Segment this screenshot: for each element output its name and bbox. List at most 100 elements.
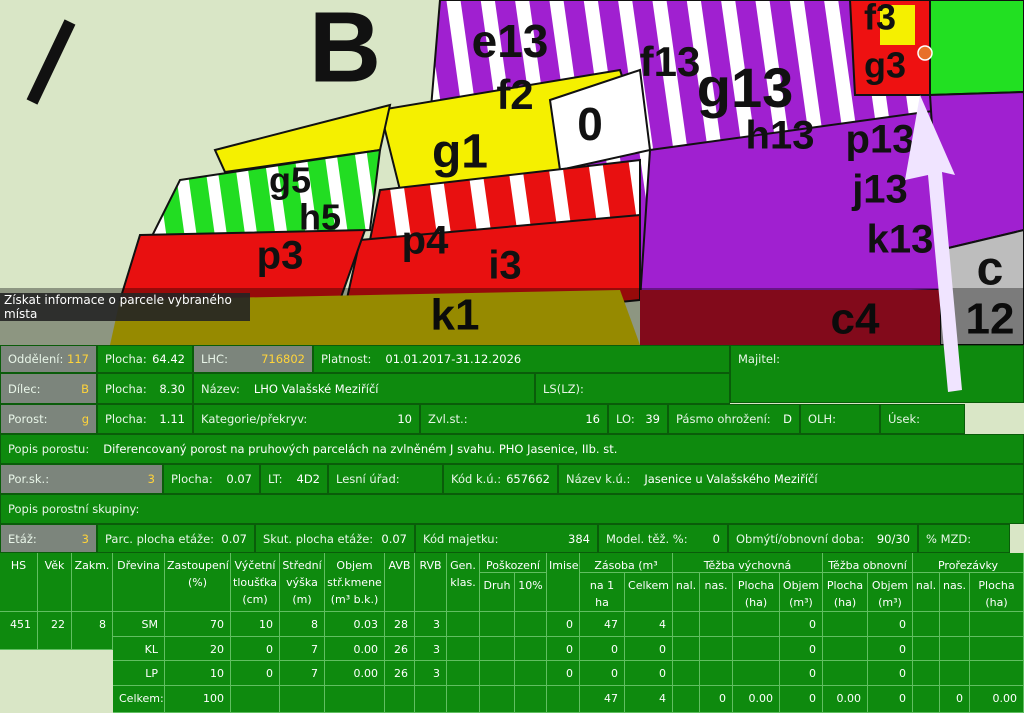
info-cell: Dílec: B <box>0 373 97 404</box>
table-cell: 26 <box>385 637 415 661</box>
info-value: 0.07 <box>381 531 407 546</box>
info-cell: Oddělení: 117 <box>0 345 97 373</box>
info-cell: Porost: g <box>0 404 97 434</box>
table-cell <box>940 661 970 686</box>
table-cell <box>940 637 970 661</box>
info-value: Jasenice u Valašského Meziříčí <box>644 472 818 486</box>
info-cell: Obmýtí/obnovní doba: 90/30 <box>728 524 918 553</box>
info-cell: LO: 39 <box>608 404 668 434</box>
table-group-header: Těžba výchovná <box>673 553 823 573</box>
info-label: Popis porostu: <box>8 442 90 456</box>
map-label: g1 <box>432 126 488 179</box>
map-label: p4 <box>402 219 449 263</box>
info-cell: % MZD: <box>918 524 1010 553</box>
info-label: LS(LZ): <box>543 381 584 396</box>
table-cell: 0 <box>868 686 913 713</box>
info-cell: Popis porostu: Diferencovaný porost na pr… <box>0 434 1024 464</box>
map-label: c4 <box>831 295 880 344</box>
table-cell: 22 <box>38 612 72 650</box>
table-cell <box>940 612 970 637</box>
table-cell <box>385 686 415 713</box>
table-cell: 0 <box>625 661 673 686</box>
table-cell: 10 <box>165 661 231 686</box>
info-value: D <box>783 412 792 426</box>
table-cell <box>970 637 1024 661</box>
table-cell <box>970 661 1024 686</box>
map-label: f13 <box>640 38 701 85</box>
table-cell: 0.00 <box>733 686 780 713</box>
info-cell: Plocha: 64.42 <box>97 345 193 373</box>
table-header: Plocha (ha) <box>970 573 1024 612</box>
info-label: LT: <box>268 472 283 486</box>
table-cell: 0 <box>231 637 280 661</box>
info-cell: Popis porostní skupiny: <box>0 494 1024 524</box>
info-cell: Plocha: 1.11 <box>97 404 193 434</box>
table-cell <box>823 637 868 661</box>
info-cell: OLH: <box>800 404 880 434</box>
table-cell: 70 <box>165 612 231 637</box>
table-cell <box>913 686 940 713</box>
info-cell: Název k.ú.: Jasenice u Valašského Meziříč… <box>558 464 1024 494</box>
map-label: k13 <box>867 218 934 262</box>
info-label: Pásmo ohrožení: <box>676 412 771 426</box>
info-value: 0 <box>712 531 720 546</box>
table-cell <box>733 637 780 661</box>
table-cell: 10 <box>231 612 280 637</box>
info-label: % MZD: <box>926 531 972 546</box>
table-cell: 3 <box>415 661 447 686</box>
info-value: 39 <box>645 412 660 426</box>
table-cell: 0.00 <box>325 637 385 661</box>
table-group-header: Těžba obnovní <box>823 553 913 573</box>
table-header: Celkem <box>625 573 673 612</box>
table-header: Věk <box>38 553 72 612</box>
table-cell: 0.03 <box>325 612 385 637</box>
map-label: 0 <box>577 98 603 150</box>
table-cell: 0 <box>700 686 733 713</box>
table-cell: 0 <box>547 612 580 637</box>
info-label: Porost: <box>8 412 48 426</box>
table-header: HS <box>0 553 38 612</box>
info-value: 716802 <box>261 352 305 366</box>
info-value: g <box>81 412 89 426</box>
table-cell: 0 <box>868 612 913 637</box>
info-label: OLH: <box>808 412 836 426</box>
info-label: Parc. plocha etáže: <box>105 531 215 546</box>
table-cell: 8 <box>280 612 325 637</box>
table-cell: 0 <box>940 686 970 713</box>
info-cell: Etáž: 3 <box>0 524 97 553</box>
info-label: Etáž: <box>8 531 37 546</box>
info-value: 10 <box>397 412 412 426</box>
info-value: 3 <box>81 531 89 546</box>
table-cell <box>480 637 515 661</box>
table-header: 10% <box>515 573 547 612</box>
table-header: nas. <box>940 573 970 612</box>
info-cell: Úsek: <box>880 404 965 434</box>
info-label: Kód k.ú.: <box>451 472 502 486</box>
info-value: 1.11 <box>159 412 185 426</box>
table-cell: 20 <box>165 637 231 661</box>
tooltip: Získat informace o parcele vybraného mís… <box>0 293 250 321</box>
info-cell: Plocha: 0.07 <box>163 464 260 494</box>
info-label: Kód majetku: <box>423 531 499 546</box>
info-value: 16 <box>585 412 600 426</box>
info-label: Název: <box>201 381 240 396</box>
info-cell: Plocha: 8.30 <box>97 373 193 404</box>
table-cell: Celkem: <box>113 686 165 713</box>
info-label: Obmýtí/obnovní doba: <box>736 531 865 546</box>
table-cell: 0 <box>231 661 280 686</box>
info-cell: Skut. plocha etáže: 0.07 <box>255 524 415 553</box>
info-label: LO: <box>616 412 635 426</box>
parcel <box>880 5 915 45</box>
info-label: Por.sk.: <box>8 472 50 486</box>
table-header: Výčetní tloušťka (cm) <box>231 553 280 612</box>
table-header: Zakm. <box>72 553 113 612</box>
table-cell: 0 <box>547 637 580 661</box>
table-cell <box>913 661 940 686</box>
info-label: Platnost: <box>321 352 372 366</box>
table-cell <box>515 686 547 713</box>
table-header: Druh <box>480 573 515 612</box>
table-header: nal. <box>913 573 940 612</box>
table-cell <box>325 686 385 713</box>
table-cell <box>547 686 580 713</box>
info-value: 0.07 <box>226 472 252 486</box>
